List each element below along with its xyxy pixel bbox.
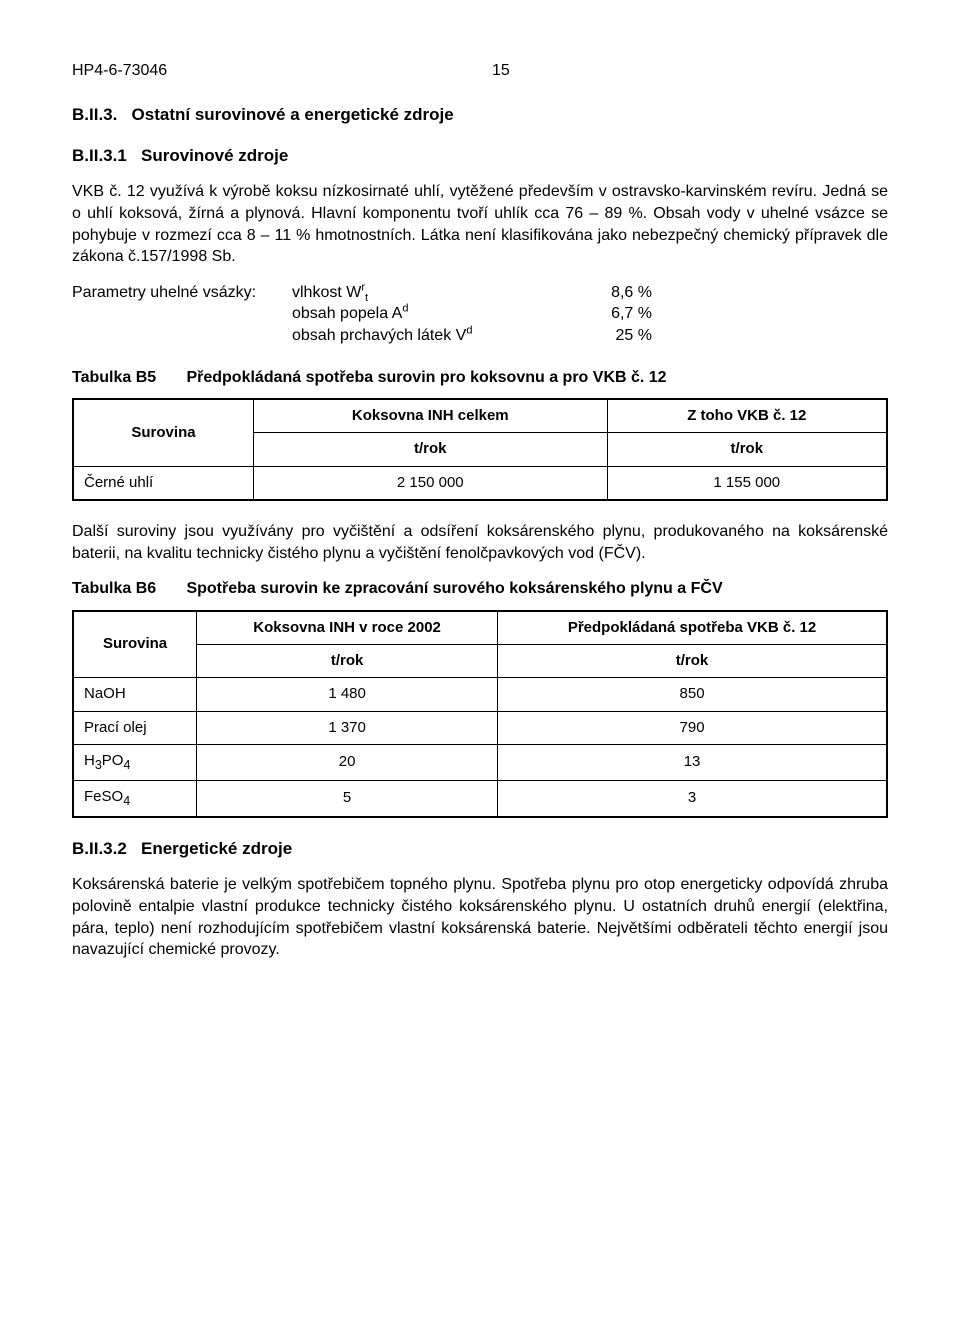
param-row: obsah prchavých látek Vd 25 % (72, 325, 888, 347)
paragraph-2: Další suroviny jsou využívány pro vyčišt… (72, 521, 888, 564)
table-b6: Surovina Koksovna INH v roce 2002 Předpo… (72, 610, 888, 818)
table-b5-title: Tabulka B5 Předpokládaná spotřeba surovi… (72, 367, 888, 389)
param-item: obsah popela Ad (292, 303, 552, 325)
cell: 850 (498, 678, 887, 711)
col-header: Předpokládaná spotřeba VKB č. 12 (498, 611, 887, 645)
table-row: Prací olej 1 370 790 (73, 711, 887, 744)
table-b5: Surovina Koksovna INH celkem Z toho VKB … (72, 398, 888, 501)
param-row: Parametry uhelné vsázky: vlhkost Wrt 8,6… (72, 282, 888, 304)
col-header: Z toho VKB č. 12 (607, 399, 887, 433)
heading-b-ii-3-1: B.II.3.1 Surovinové zdroje (72, 145, 888, 168)
col-surovina: Surovina (73, 399, 253, 466)
param-item: obsah prchavých látek Vd (292, 325, 552, 347)
param-value: 8,6 % (552, 282, 682, 304)
table-lead: Tabulka B6 (72, 578, 182, 600)
param-label: Parametry uhelné vsázky: (72, 282, 292, 304)
cell: 3 (498, 780, 887, 816)
paragraph-3: Koksárenská baterie je velkým spotřebiče… (72, 874, 888, 960)
param-value: 6,7 % (552, 303, 682, 325)
parameters-block: Parametry uhelné vsázky: vlhkost Wrt 8,6… (72, 282, 888, 347)
cell: 2 150 000 (253, 466, 607, 500)
param-value: 25 % (552, 325, 682, 347)
heading-num: B.II.3.1 (72, 146, 127, 165)
col-unit: t/rok (607, 433, 887, 466)
col-unit: t/rok (253, 433, 607, 466)
table-row: FeSO4 5 3 (73, 780, 887, 816)
heading-b-ii-3-2: B.II.3.2 Energetické zdroje (72, 838, 888, 861)
heading-title: Ostatní surovinové a energetické zdroje (132, 105, 454, 124)
param-item: vlhkost Wrt (292, 282, 552, 304)
cell: 5 (197, 780, 498, 816)
col-surovina: Surovina (73, 611, 197, 678)
cell: 790 (498, 711, 887, 744)
row-label: Černé uhlí (73, 466, 253, 500)
param-row: obsah popela Ad 6,7 % (72, 303, 888, 325)
col-unit: t/rok (498, 645, 887, 678)
row-label: NaOH (73, 678, 197, 711)
cell: 13 (498, 744, 887, 780)
heading-title: Surovinové zdroje (141, 146, 288, 165)
heading-b-ii-3: B.II.3. Ostatní surovinové a energetické… (72, 104, 888, 127)
table-caption: Spotřeba surovin ke zpracování surového … (186, 580, 722, 597)
heading-num: B.II.3. (72, 105, 117, 124)
cell: 1 480 (197, 678, 498, 711)
col-unit: t/rok (197, 645, 498, 678)
cell: 1 370 (197, 711, 498, 744)
cell: 1 155 000 (607, 466, 887, 500)
table-row: NaOH 1 480 850 (73, 678, 887, 711)
table-lead: Tabulka B5 (72, 367, 182, 389)
col-header: Koksovna INH celkem (253, 399, 607, 433)
table-b6-title: Tabulka B6 Spotřeba surovin ke zpracován… (72, 578, 888, 600)
heading-num: B.II.3.2 (72, 839, 127, 858)
row-label: FeSO4 (73, 780, 197, 816)
row-label: Prací olej (73, 711, 197, 744)
page-header: HP4-6-73046 15 (72, 60, 888, 82)
page-number: 15 (492, 60, 510, 82)
doc-id: HP4-6-73046 (72, 60, 492, 82)
table-row: H3PO4 20 13 (73, 744, 887, 780)
col-header: Koksovna INH v roce 2002 (197, 611, 498, 645)
table-caption: Předpokládaná spotřeba surovin pro kokso… (186, 369, 666, 386)
cell: 20 (197, 744, 498, 780)
paragraph-1: VKB č. 12 využívá k výrobě koksu nízkosi… (72, 181, 888, 267)
table-row: Černé uhlí 2 150 000 1 155 000 (73, 466, 887, 500)
heading-title: Energetické zdroje (141, 839, 292, 858)
row-label: H3PO4 (73, 744, 197, 780)
